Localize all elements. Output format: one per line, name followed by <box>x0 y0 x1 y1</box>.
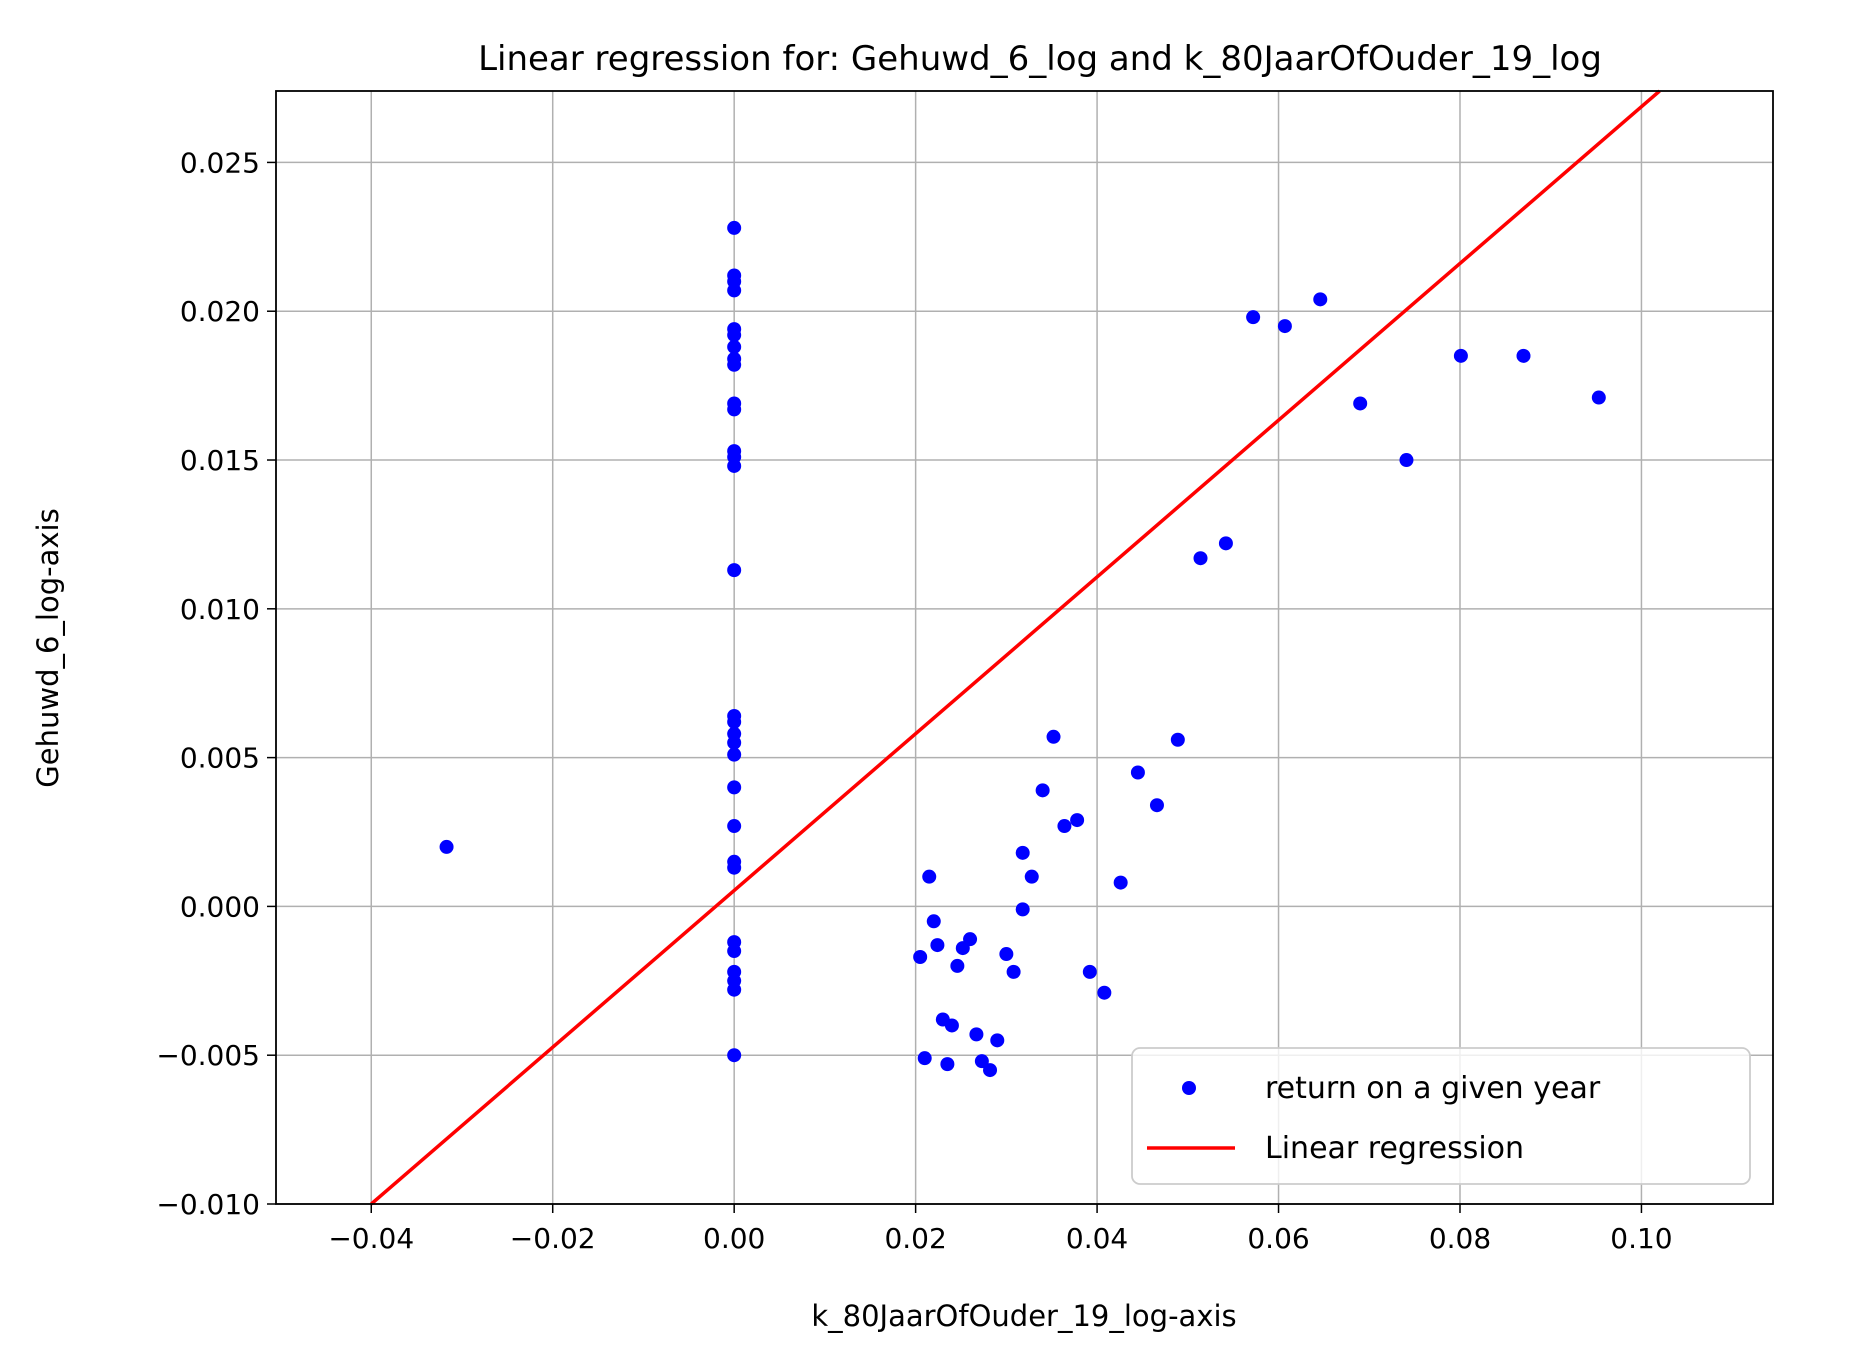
y-axis-ticks: −0.010 −0.005 0.000 0.005 0.010 0.015 0.020 0.0… <box>156 146 276 1221</box>
scatter-point <box>1353 396 1368 411</box>
x-tick-label: 0.04 <box>1066 1222 1128 1255</box>
legend: return on a given year Linear regression <box>1131 1047 1751 1185</box>
scatter-point <box>963 932 978 947</box>
scatter-point <box>1246 310 1261 325</box>
scatter-point <box>1057 819 1072 834</box>
scatter-point <box>1218 536 1233 551</box>
grid-lines <box>276 91 1773 1205</box>
scatter-point <box>913 949 928 964</box>
scatter-point <box>983 1063 998 1078</box>
scatter-point <box>1046 729 1061 744</box>
plot-area-frame <box>275 90 1774 1205</box>
scatter-point <box>727 563 742 578</box>
scatter-point <box>926 914 941 929</box>
scatter-point <box>990 1033 1005 1048</box>
y-tick-label: 0.020 <box>180 295 260 328</box>
chart-title: Linear regression for: Gehuwd_6_log and … <box>478 39 1602 79</box>
x-tick-label: −0.04 <box>328 1222 414 1255</box>
scatter-points <box>439 220 1606 1078</box>
regression-line-layer <box>370 89 1661 1206</box>
scatter-point <box>1015 902 1030 917</box>
y-tick-label: 0.015 <box>180 444 260 477</box>
scatter-point <box>1591 390 1606 405</box>
scatter-point <box>727 328 742 343</box>
scatter-point <box>1149 798 1164 813</box>
legend-box <box>1131 1047 1751 1185</box>
y-tick-label: 0.005 <box>180 742 260 775</box>
scatter-point <box>1006 964 1021 979</box>
scatter-point <box>940 1057 955 1072</box>
scatter-point <box>1313 292 1328 307</box>
scatter-point <box>950 958 965 973</box>
scatter-point <box>1035 783 1050 798</box>
scatter-point <box>727 283 742 298</box>
x-tick-label: 0.00 <box>703 1222 765 1255</box>
scatter-point <box>1516 348 1531 363</box>
x-axis-label: k_80JaarOfOuder_19_log-axis <box>811 1299 1236 1333</box>
scatter-point <box>727 458 742 473</box>
scatter-point <box>727 735 742 750</box>
scatter-point <box>1113 875 1128 890</box>
scatter-point <box>1082 964 1097 979</box>
scatter-point <box>1277 319 1292 334</box>
legend-label-line: Linear regression <box>1265 1131 1524 1166</box>
scatter-point <box>727 819 742 834</box>
scatter-point <box>1024 869 1039 884</box>
scatter-point <box>1193 551 1208 566</box>
scatter-point <box>727 780 742 795</box>
scatter-point <box>727 860 742 875</box>
scatter-point <box>1015 845 1030 860</box>
scatter-point <box>974 1054 989 1069</box>
scatter-point <box>1170 732 1185 747</box>
scatter-point <box>999 947 1014 962</box>
scatter-point <box>917 1051 932 1066</box>
scatter-point <box>727 1048 742 1063</box>
scatter-point <box>727 747 742 762</box>
scatter-point <box>1399 453 1414 468</box>
x-tick-label: 0.02 <box>884 1222 946 1255</box>
y-tick-label: −0.010 <box>156 1188 260 1221</box>
x-tick-label: 0.10 <box>1610 1222 1672 1255</box>
scatter-point <box>727 357 742 372</box>
scatter-point <box>1453 348 1468 363</box>
scatter-point <box>969 1027 984 1042</box>
scatter-point <box>944 1018 959 1033</box>
scatter-point <box>922 869 937 884</box>
y-tick-label: 0.025 <box>180 146 260 179</box>
scatter-point <box>439 839 454 854</box>
x-tick-label: −0.02 <box>510 1222 596 1255</box>
y-tick-label: −0.005 <box>156 1039 260 1072</box>
x-tick-label: 0.06 <box>1247 1222 1309 1255</box>
y-tick-label: 0.010 <box>180 593 260 626</box>
legend-label-points: return on a given year <box>1265 1071 1601 1106</box>
scatter-point <box>727 402 742 417</box>
y-tick-label: 0.000 <box>180 890 260 923</box>
scatter-point <box>930 938 945 953</box>
scatter-point <box>1070 813 1085 828</box>
scatter-point <box>727 714 742 729</box>
x-axis-ticks: −0.04 −0.02 0.00 0.02 0.04 0.06 0.08 0.10 <box>328 1204 1673 1255</box>
scatter-point <box>727 339 742 354</box>
y-axis-label: Gehuwd_6_log-axis <box>31 508 65 787</box>
scatter-point <box>1130 765 1145 780</box>
scatter-point <box>727 982 742 997</box>
scatter-point <box>727 220 742 235</box>
regression-line <box>370 89 1661 1206</box>
legend-marker-points <box>1182 1081 1196 1095</box>
scatter-point <box>1097 985 1112 1000</box>
x-tick-label: 0.08 <box>1429 1222 1491 1255</box>
scatter-point <box>727 944 742 959</box>
